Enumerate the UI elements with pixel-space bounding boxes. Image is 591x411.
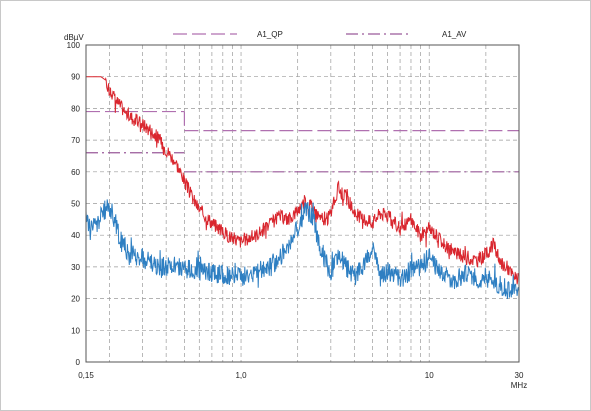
grid	[86, 45, 519, 362]
limit-lines	[86, 110, 519, 173]
y-tick-label: 90	[71, 73, 80, 82]
legend: A1_QP A1_AV	[173, 30, 467, 39]
y-axis-label: dBµV	[64, 33, 84, 42]
y-tick-label: 80	[71, 104, 80, 113]
x-axis-label: MHz	[511, 381, 527, 390]
x-tick-label: 10	[425, 371, 434, 380]
y-tick-label: 50	[71, 200, 80, 209]
x-tick-label: 30	[515, 371, 524, 380]
series-line-1	[85, 199, 520, 299]
y-tick-label: 30	[71, 263, 80, 272]
y-tick-label: 0	[76, 358, 81, 367]
legend-label: A1_QP	[257, 30, 283, 39]
x-tick-label: 0,15	[78, 371, 94, 380]
plot-border	[85, 44, 520, 363]
y-tick-labels: 0 10 20 30 40 50 60 70 80 90 100	[67, 41, 81, 367]
x-tick-labels: 0,15 1,0 10 30	[78, 371, 524, 380]
y-tick-label: 100	[67, 41, 81, 50]
series-line-0	[86, 76, 520, 285]
y-tick-label: 70	[71, 136, 80, 145]
y-tick-label: 60	[71, 168, 80, 177]
data-series	[85, 76, 520, 299]
y-tick-label: 10	[71, 326, 80, 335]
x-tick-label: 1,0	[235, 371, 247, 380]
y-tick-label: 20	[71, 295, 80, 304]
y-tick-label: 40	[71, 231, 80, 240]
legend-label: A1_AV	[442, 30, 467, 39]
